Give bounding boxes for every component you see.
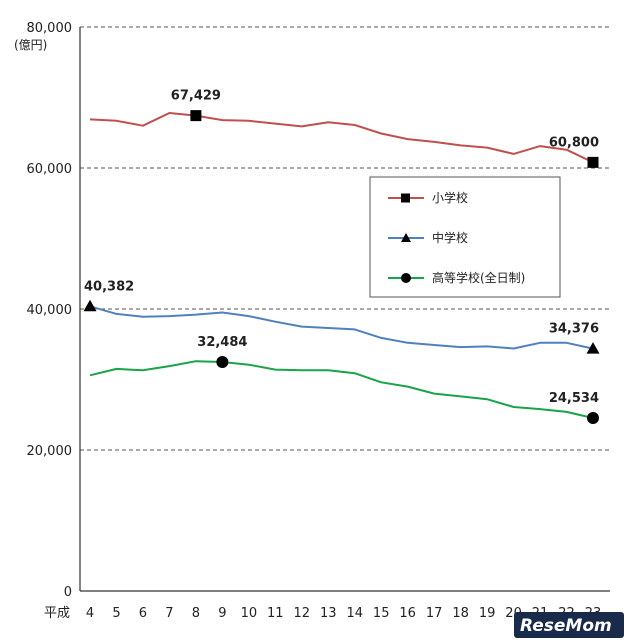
watermark-text: ReseMom <box>520 616 612 636</box>
x-tick-label: 7 <box>165 606 173 621</box>
x-tick-labels: 4567891011121314151617181920212223 <box>86 606 601 621</box>
x-tick-label: 18 <box>452 606 469 621</box>
x-tick-label: 19 <box>479 606 496 621</box>
series-lines <box>89 112 594 419</box>
data-label: 67,429 <box>171 89 221 104</box>
x-tick-label: 6 <box>139 606 147 621</box>
x-tick-label: 9 <box>218 606 226 621</box>
y-tick-label: 80,000 <box>27 21 73 36</box>
x-tick-label: 8 <box>192 606 200 621</box>
x-tick-label: 13 <box>320 606 337 621</box>
y-tick-label: 60,000 <box>27 162 73 177</box>
series-line-2 <box>89 360 594 419</box>
y-axis-unit: (億円) <box>14 38 47 52</box>
series-2-marker <box>587 412 599 425</box>
y-tick-labels: 0 20,000 40,000 60,000 80,000 <box>27 21 73 600</box>
series-line-0 <box>89 112 594 164</box>
data-label: 32,484 <box>197 335 247 350</box>
data-label: 60,800 <box>549 135 599 150</box>
y-tick-label: 20,000 <box>27 444 73 459</box>
x-tick-label: 12 <box>294 606 311 621</box>
legend-marker-1 <box>401 233 411 242</box>
x-axis-era-prefix: 平成 <box>44 606 70 621</box>
data-label: 40,382 <box>84 279 134 294</box>
axes <box>79 27 610 592</box>
legend-label-0: 小学校 <box>432 190 468 205</box>
x-tick-label: 4 <box>86 606 94 621</box>
x-tick-label: 14 <box>346 606 363 621</box>
series-1-marker <box>586 342 600 354</box>
data-label: 34,376 <box>549 322 599 337</box>
x-tick-label: 10 <box>241 606 258 621</box>
legend-label-2: 高等学校(全日制) <box>432 270 525 285</box>
grid-lines <box>80 26 610 451</box>
legend-marker-2 <box>401 273 411 283</box>
y-tick-label: 0 <box>64 585 72 600</box>
series-0-marker <box>587 156 599 168</box>
series-markers <box>83 110 600 425</box>
x-tick-label: 15 <box>373 606 390 621</box>
series-line-1 <box>89 305 594 350</box>
data-label: 24,534 <box>549 391 599 406</box>
watermark: ReseMom <box>514 612 624 638</box>
x-tick-label: 5 <box>112 606 120 621</box>
watermark-badge <box>514 612 624 638</box>
y-tick-label: 40,000 <box>27 303 73 318</box>
legend-label-1: 中学校 <box>432 230 468 245</box>
data-labels: 67,429 60,800 40,382 34,376 32,484 24,534 <box>84 89 599 406</box>
series-1-marker <box>83 299 97 312</box>
x-tick-label: 11 <box>267 606 284 621</box>
x-tick-label: 17 <box>426 606 443 621</box>
series-0-marker <box>190 110 202 122</box>
legend-marker-0 <box>401 193 410 203</box>
x-tick-label: 16 <box>399 606 416 621</box>
series-2-marker <box>216 355 229 368</box>
